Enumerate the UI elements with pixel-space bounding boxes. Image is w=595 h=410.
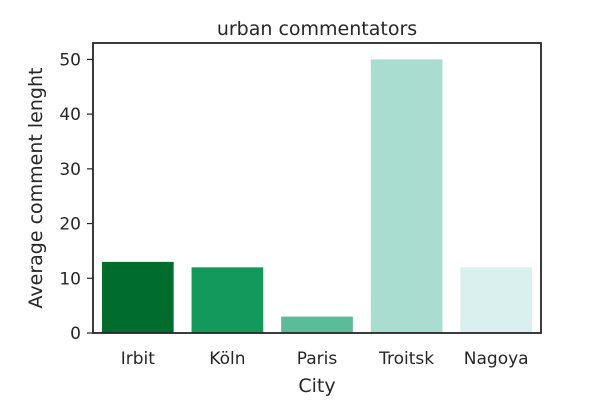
bar-troitsk	[370, 59, 443, 333]
x-tick-label: Troitsk	[378, 349, 434, 369]
x-axis-label: City	[298, 375, 335, 397]
bar-k-ln	[191, 267, 264, 333]
y-axis-ticks: 0 10 20 30 40 50	[59, 50, 93, 344]
y-tick-label: 30	[59, 160, 81, 180]
x-axis-ticks: Irbit Köln Paris Troitsk Nagoya	[121, 349, 529, 369]
x-tick-label: Köln	[209, 349, 245, 369]
x-tick-label: Nagoya	[464, 349, 529, 369]
y-axis-label: Average comment lenght	[25, 68, 47, 309]
x-tick-label: Irbit	[121, 349, 156, 369]
y-tick-label: 50	[59, 50, 81, 70]
chart-title: urban commentators	[217, 18, 417, 40]
y-tick-label: 20	[59, 215, 81, 235]
y-tick-label: 0	[70, 324, 81, 344]
y-tick-label: 40	[59, 105, 81, 125]
y-tick-label: 10	[59, 269, 81, 289]
plot-frame	[92, 42, 542, 334]
bars	[101, 59, 533, 333]
x-tick-label: Paris	[297, 349, 338, 369]
bar-nagoya	[460, 267, 533, 333]
bar-paris	[281, 316, 353, 333]
bar-irbit	[101, 261, 174, 333]
